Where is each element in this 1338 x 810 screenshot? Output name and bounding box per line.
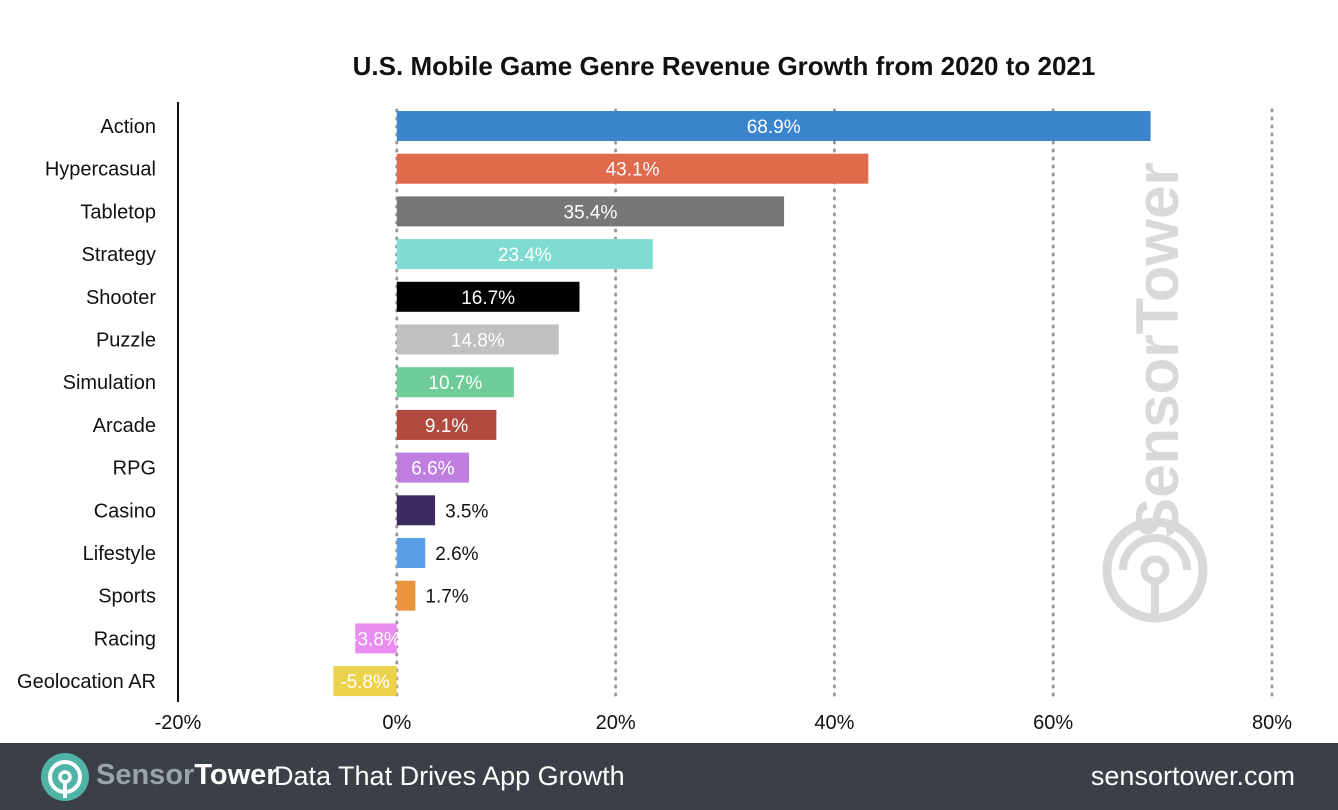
- category-label: Puzzle: [96, 330, 156, 352]
- bar: [396, 153, 869, 184]
- chart-title: U.S. Mobile Game Genre Revenue Growth fr…: [353, 51, 1096, 81]
- bar: [396, 367, 514, 398]
- value-label: -5.8%: [340, 672, 390, 693]
- value-label: 9.1%: [425, 416, 468, 437]
- category-label: Arcade: [93, 415, 156, 437]
- value-label: 43.1%: [606, 160, 660, 181]
- value-label: 10.7%: [428, 373, 482, 394]
- value-label: 3.5%: [445, 501, 488, 522]
- website-link[interactable]: sensortower.com: [1090, 761, 1295, 791]
- sensortower-logo-icon: [41, 753, 89, 801]
- value-label: 1.7%: [425, 587, 468, 608]
- bars: [333, 111, 1151, 697]
- bar: [396, 452, 470, 483]
- x-tick-label: 0%: [382, 712, 411, 734]
- category-labels: Action Hypercasual Tabletop Strategy Shooter…: [17, 116, 156, 693]
- brand-name: SensorTower: [96, 759, 278, 792]
- watermark-text: SensorTower: [1124, 162, 1191, 538]
- x-tick-labels: -20% 0% 20% 40% 60% 80%: [155, 712, 1293, 734]
- brand-tower: Tower: [194, 759, 278, 791]
- category-label: Simulation: [63, 372, 156, 394]
- bar: [333, 666, 397, 697]
- bar: [355, 623, 397, 654]
- bar: [396, 409, 497, 440]
- value-label: 14.8%: [451, 331, 505, 352]
- tagline: Data That Drives App Growth: [274, 761, 625, 791]
- category-label: Lifestyle: [83, 543, 156, 565]
- value-label: 2.6%: [435, 544, 478, 565]
- value-label: 23.4%: [498, 245, 552, 266]
- value-labels: 68.9% 43.1% 35.4% 23.4% 16.7% 14.8% 10.7% 9.1% 6…: [340, 117, 800, 693]
- bar: [396, 239, 653, 270]
- footer-bar: SensorTower Data That Drives App Growth …: [0, 743, 1338, 810]
- bar: [396, 196, 785, 227]
- x-tick-label: 20%: [596, 712, 636, 734]
- bar: [396, 111, 1151, 141]
- category-label: Sports: [98, 586, 156, 608]
- value-label: -3.8%: [351, 629, 401, 650]
- chart: U.S. Mobile Game Genre Revenue Growth fr…: [17, 51, 1293, 734]
- x-tick-label: 60%: [1033, 712, 1073, 734]
- category-label: RPG: [113, 458, 156, 480]
- bar: [396, 580, 416, 611]
- x-tick-label: 80%: [1252, 712, 1292, 734]
- sensortower-watermark: SensorTower: [1102, 162, 1208, 623]
- category-label: Casino: [94, 500, 156, 522]
- category-label: Geolocation AR: [17, 671, 156, 693]
- value-label: 68.9%: [747, 117, 801, 138]
- value-label: 6.6%: [411, 459, 454, 480]
- value-label: 35.4%: [564, 202, 618, 223]
- x-tick-label: 40%: [814, 712, 854, 734]
- category-label: Tabletop: [80, 201, 156, 223]
- category-label: Action: [100, 116, 156, 138]
- value-label: 16.7%: [461, 288, 515, 309]
- category-label: Strategy: [82, 244, 156, 266]
- bar: [396, 281, 580, 312]
- bar: [396, 538, 426, 568]
- category-label: Hypercasual: [45, 159, 156, 181]
- bar: [396, 495, 436, 526]
- category-label: Shooter: [86, 287, 156, 309]
- category-label: Racing: [94, 628, 156, 650]
- x-tick-label: -20%: [155, 712, 202, 734]
- sensortower-logo-icon: [1102, 517, 1208, 623]
- grid-lines: [395, 108, 1274, 704]
- bar: [396, 324, 559, 355]
- brand-sensor: Sensor: [96, 759, 195, 791]
